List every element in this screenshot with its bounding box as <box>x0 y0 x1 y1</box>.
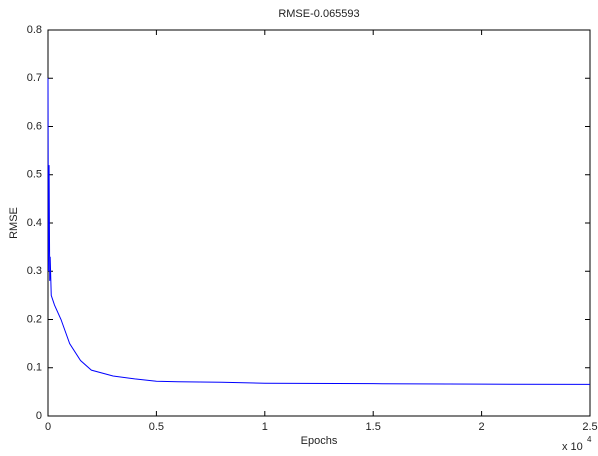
x-tick-label: 2.5 <box>582 421 597 433</box>
y-tick-label: 0.3 <box>27 265 42 277</box>
y-tick-label: 0.4 <box>27 217 42 229</box>
y-tick-label: 0.7 <box>27 72 42 84</box>
y-tick-label: 0 <box>36 410 42 422</box>
x-tick-label: 1 <box>262 421 268 433</box>
x-tick-label: 2 <box>479 421 485 433</box>
y-tick-label: 0.6 <box>27 120 42 132</box>
x-tick-label: 0 <box>45 421 51 433</box>
x-tick-label: 0.5 <box>149 421 164 433</box>
data-line <box>47 78 591 385</box>
y-tick-label: 0.8 <box>27 24 42 36</box>
x-multiplier-exponent: 4 <box>587 435 592 444</box>
x-multiplier: x 10 <box>562 441 583 453</box>
x-axis-label: Epochs <box>301 435 338 447</box>
chart-title: RMSE-0.065593 <box>278 8 359 20</box>
y-axis-label: RMSE <box>8 207 20 239</box>
y-tick-label: 0.1 <box>27 362 42 374</box>
x-tick-label: 1.5 <box>366 421 381 433</box>
y-tick-label: 0.2 <box>27 313 42 325</box>
y-tick-label: 0.5 <box>27 169 42 181</box>
plot-box <box>47 29 591 417</box>
